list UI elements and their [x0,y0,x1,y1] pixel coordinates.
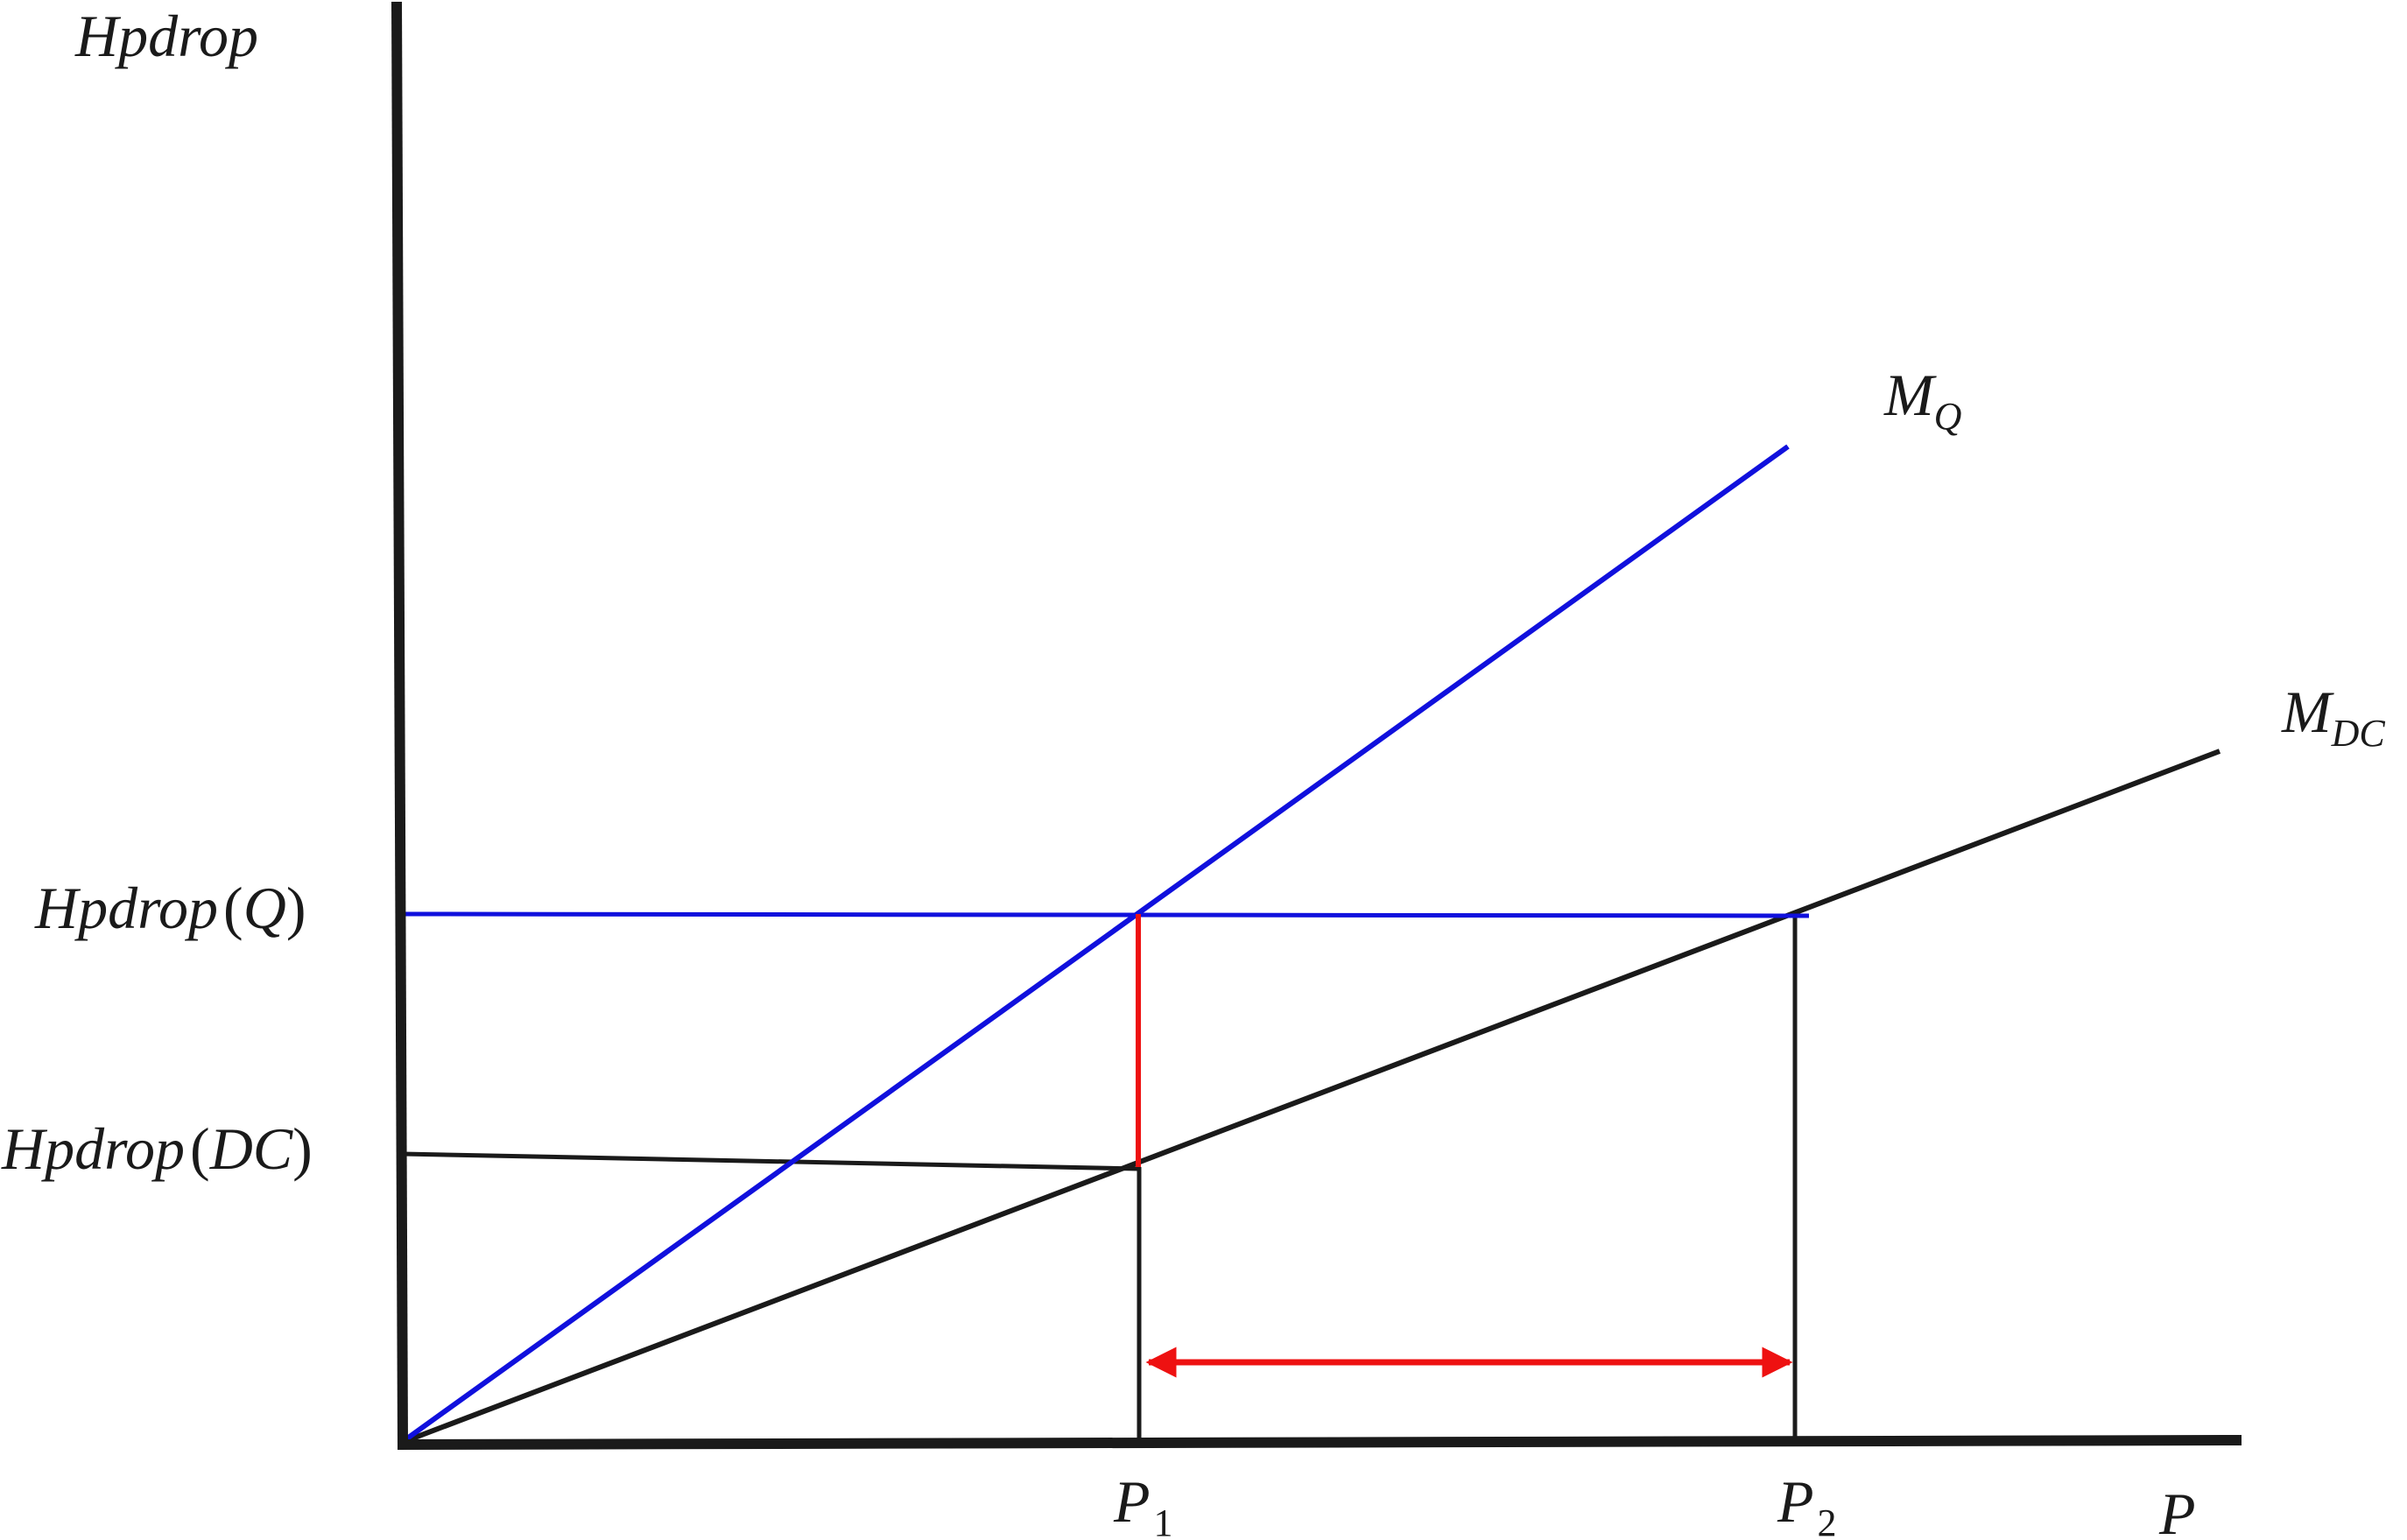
y-axis [391,1,408,1445]
m-q-label: MQ [1883,362,1961,438]
hpdrop-q-level-line [402,911,1810,918]
hpdrop-dc-guide-line [402,1151,1140,1171]
m-dc-line [399,749,2221,1445]
y-axis-label: Hpdrop [74,3,258,69]
hpdrop-dc-label: Hpdrop(DC) [1,1115,313,1182]
x-axis-label: P [2158,1480,2196,1540]
m-q-line [399,444,1790,1445]
m-dc-label: MDC [2281,679,2385,755]
p2-label: P2 [1777,1468,1837,1540]
hpdrop-q-label: Hpdrop(Q) [34,875,306,941]
x-axis [397,1435,2242,1450]
p1-label: P1 [1113,1468,1173,1540]
